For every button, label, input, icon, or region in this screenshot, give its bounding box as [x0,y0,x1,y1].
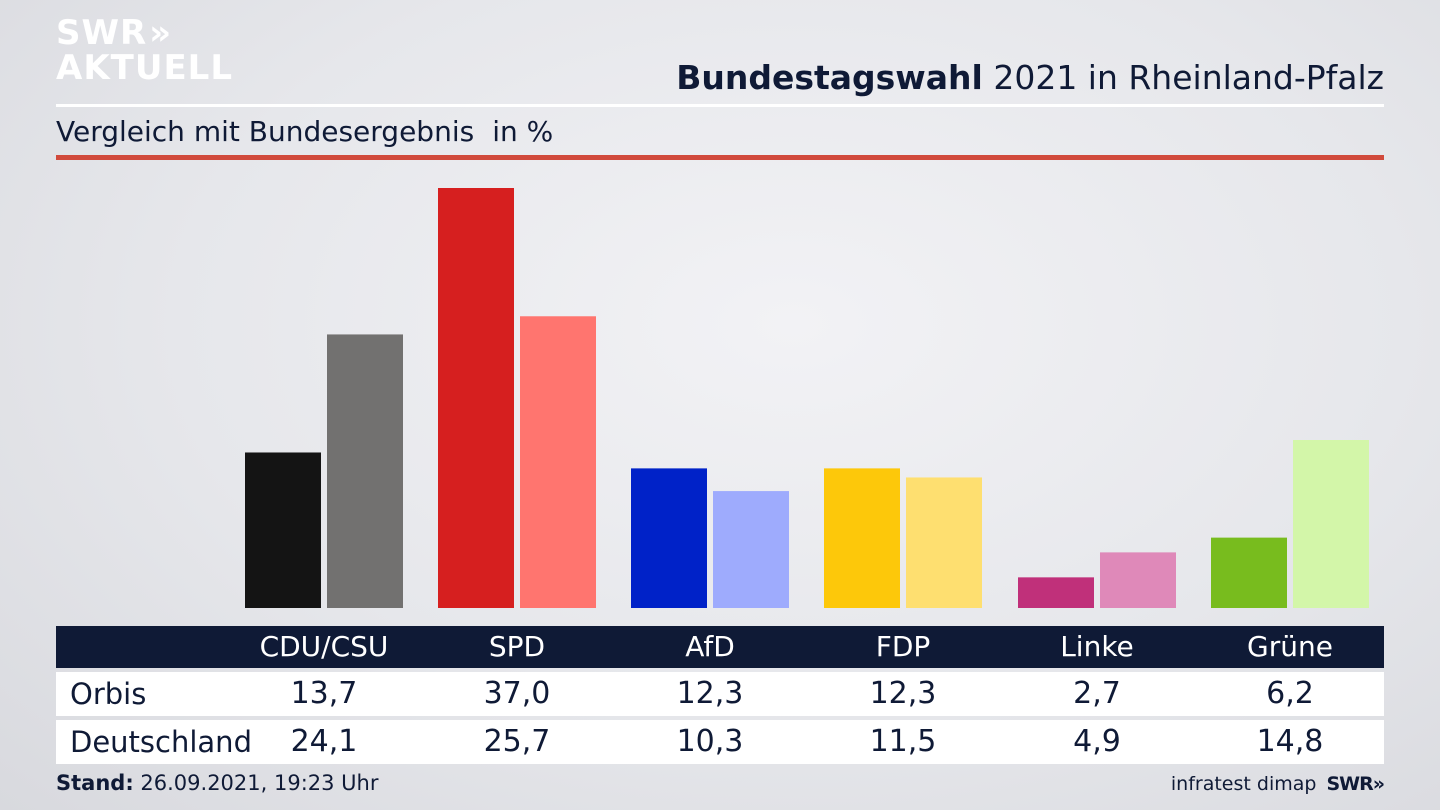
source-name: infratest dimap [1170,773,1317,795]
bar-spd-orbis [438,188,514,608]
category-label-spd: SPD [488,630,546,663]
row-label-orbis: Orbis [70,677,147,711]
category-label-cdu-csu: CDU/CSU [259,630,389,663]
title-rest: 2021 in Rheinland-Pfalz [982,58,1384,97]
category-label-afd: AfD [685,630,735,663]
header-divider [56,104,1384,107]
value-orbis-afd: 12,3 [676,676,744,711]
swr-aktuell-logo: SWR» AKTUELL [56,16,233,86]
category-label-gr-ne: Grüne [1247,630,1333,663]
table-row-deutschland: Deutschland 24,1 25,7 10,3 11,5 4,9 14,8 [56,720,1384,764]
title-bold: Bundestagswahl [676,58,983,97]
table-row-orbis: Orbis 13,7 37,0 12,3 12,3 2,7 6,2 [56,672,1384,716]
bar-linke-deutschland [1100,552,1176,608]
bar-afd-deutschland [713,491,789,608]
logo-line2: AKTUELL [56,48,234,88]
bar-gr-ne-deutschland [1293,440,1369,608]
bar-fdp-orbis [824,468,900,608]
bar-cdu-csu-orbis [245,452,321,608]
stand-value: 26.09.2021, 19:23 Uhr [133,771,379,795]
bar-fdp-deutschland [906,477,982,608]
swr-arrows-icon: » [1372,773,1385,795]
accent-divider [56,155,1384,160]
bar-spd-deutschland [520,316,596,608]
page-title: Bundestagswahl 2021 in Rheinland-Pfalz [676,58,1384,97]
subtitle-unit: in % [492,115,554,148]
value-deutschland-linke: 4,9 [1073,724,1121,759]
bar-cdu-csu-deutschland [327,334,403,608]
stand-label: Stand: [56,771,134,795]
row-label-deutschland: Deutschland [70,725,252,759]
value-deutschland-afd: 10,3 [676,724,744,759]
category-label-linke: Linke [1060,630,1134,663]
logo-line1: SWR [56,13,148,53]
source-credit: infratest dimap SWR» [1170,773,1385,795]
value-orbis-linke: 2,7 [1073,676,1121,711]
value-orbis-gr-ne: 6,2 [1266,676,1314,711]
swr-brand-text: SWR [1326,773,1373,795]
results-table: CDU/CSU SPD AfD FDP Linke Grüne Orbis 13,7 37,… [56,626,1384,764]
swr-brand: SWR» [1326,773,1385,795]
value-deutschland-fdp: 11,5 [869,724,937,759]
bar-linke-orbis [1018,577,1094,608]
value-deutschland-gr-ne: 14,8 [1256,724,1324,759]
bar-gr-ne-orbis [1211,537,1287,608]
timestamp: Stand: 26.09.2021, 19:23 Uhr [56,771,379,795]
subtitle-text: Vergleich mit Bundesergebnis [56,115,475,148]
value-orbis-fdp: 12,3 [869,676,937,711]
value-orbis-spd: 37,0 [483,676,551,711]
category-label-fdp: FDP [875,630,931,663]
chart-subtitle: Vergleich mit Bundesergebnis in % [56,115,553,148]
value-deutschland-spd: 25,7 [483,724,551,759]
bar-afd-orbis [631,468,707,608]
value-deutschland-cdu-csu: 24,1 [290,724,358,759]
table-header: CDU/CSU SPD AfD FDP Linke Grüne [56,626,1384,668]
value-orbis-cdu-csu: 13,7 [290,676,358,711]
